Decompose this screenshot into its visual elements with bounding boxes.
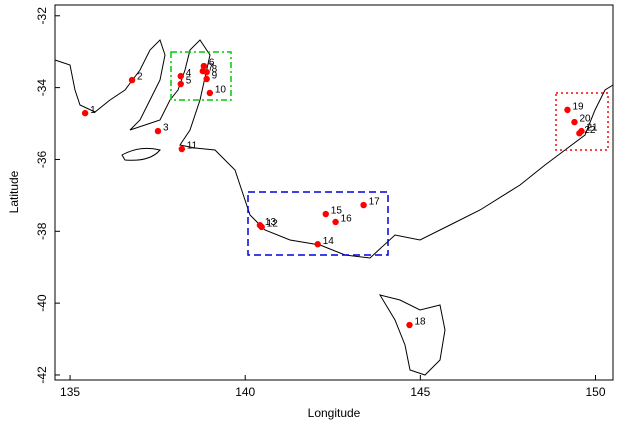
- x-tick-label: 145: [410, 385, 430, 399]
- site-label: 14: [323, 236, 335, 247]
- y-tick-label: -36: [35, 150, 49, 168]
- site-label: 11: [187, 141, 198, 152]
- x-axis-label: Longitude: [308, 406, 361, 420]
- site-label: 16: [341, 214, 353, 225]
- site-label: 18: [414, 317, 426, 328]
- site-point: [128, 76, 136, 84]
- region-box: [555, 92, 609, 151]
- site-point: [177, 80, 184, 88]
- y-tick-label: -40: [35, 294, 49, 312]
- region-box: [247, 191, 389, 256]
- plot-frame: [54, 4, 614, 381]
- site-point: [571, 118, 578, 126]
- y-tick-label: -42: [35, 366, 49, 384]
- site-label: 7: [208, 63, 214, 74]
- site-label: 8: [212, 64, 218, 75]
- y-tick-label: -38: [35, 222, 49, 240]
- site-label: 10: [215, 85, 227, 96]
- y-tick-label: -34: [35, 79, 49, 97]
- region-box: [170, 51, 232, 101]
- site-label: 4: [186, 68, 192, 79]
- site-label: 9: [212, 71, 218, 82]
- site-label: 13: [265, 217, 277, 228]
- x-tick-label: 135: [60, 385, 80, 399]
- y-tick-label: -32: [35, 7, 49, 25]
- site-point: [332, 218, 339, 226]
- site-label: 15: [331, 206, 343, 217]
- site-label: 6: [209, 58, 215, 69]
- site-point: [564, 106, 571, 114]
- site-point: [576, 130, 583, 137]
- site-point: [200, 62, 208, 70]
- site-point: [406, 321, 413, 329]
- site-label: 21: [586, 123, 598, 134]
- y-axis-label: Latitude: [7, 170, 21, 213]
- site-point: [203, 75, 210, 83]
- site-label: 20: [579, 114, 591, 125]
- site-point: [206, 89, 214, 97]
- site-point: [154, 127, 162, 135]
- site-label: 5: [186, 76, 192, 87]
- site-label: 2: [137, 72, 143, 83]
- site-label: 19: [572, 102, 584, 113]
- site-point: [177, 72, 184, 80]
- site-label: 1: [90, 105, 96, 116]
- site-point: [314, 241, 321, 248]
- site-point: [178, 145, 186, 153]
- site-point: [256, 221, 264, 229]
- x-tick-label: 140: [235, 385, 255, 399]
- site-point: [203, 68, 210, 76]
- site-label: 3: [163, 123, 169, 134]
- x-tick-label: 150: [585, 385, 605, 399]
- site-point: [360, 201, 367, 209]
- site-point: [81, 109, 89, 117]
- coastline: [54, 39, 614, 376]
- site-label: 12: [267, 219, 279, 230]
- site-label: 22: [584, 125, 596, 136]
- site-point: [322, 210, 329, 218]
- site-label: 17: [369, 197, 381, 208]
